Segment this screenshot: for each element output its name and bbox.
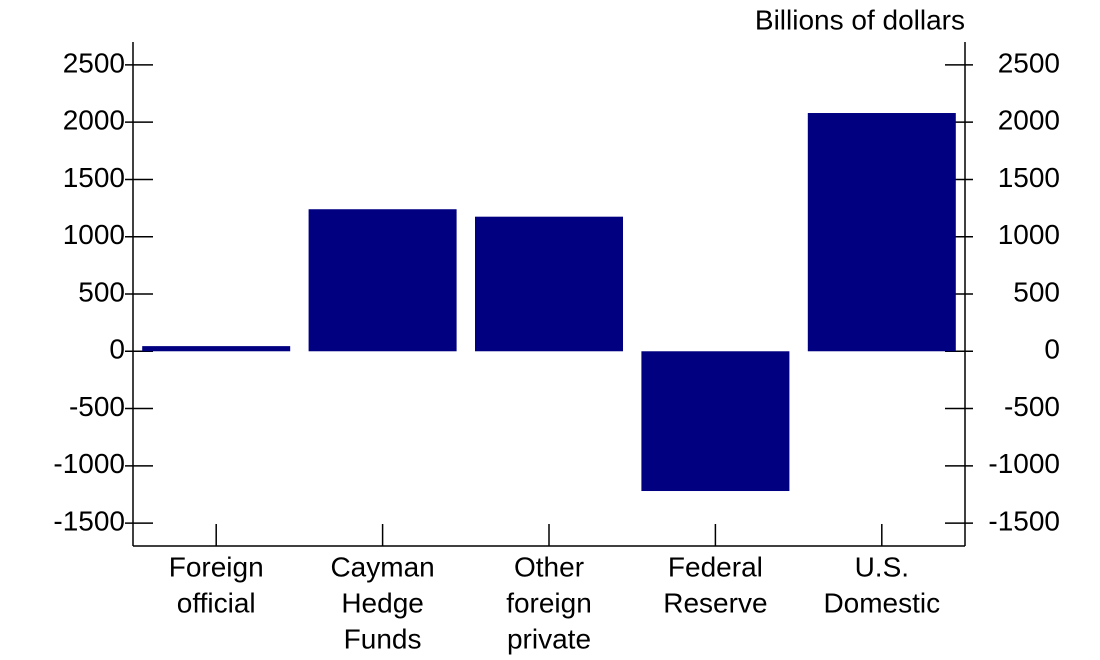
bar	[142, 346, 291, 352]
x-tick-label: Domestic	[823, 587, 940, 618]
x-tick-label: official	[177, 587, 256, 618]
y2-tick-label: 1500	[998, 162, 1060, 193]
x-tick-label: private	[507, 623, 591, 654]
y-tick-label: -1000	[53, 448, 125, 479]
y2-tick-label: 0	[1044, 334, 1060, 365]
bar	[475, 216, 623, 352]
bar	[641, 351, 790, 492]
y-tick-label: 0	[109, 334, 125, 365]
bar	[807, 113, 956, 352]
x-tick-label: Hedge	[341, 587, 424, 618]
y-tick-label: 1000	[63, 219, 125, 250]
y-tick-label: 2500	[63, 47, 125, 78]
y-tick-label: 2000	[63, 105, 125, 136]
y2-tick-label: 1000	[998, 219, 1060, 250]
x-tick-label: Cayman	[330, 551, 434, 582]
unit-label: Billions of dollars	[755, 4, 965, 35]
y2-tick-label: -500	[1004, 391, 1060, 422]
x-tick-label: Reserve	[663, 587, 767, 618]
y2-tick-label: -1500	[988, 505, 1060, 536]
x-tick-label: Funds	[344, 623, 422, 654]
y-tick-label: 500	[78, 276, 125, 307]
y-tick-label: -500	[69, 391, 125, 422]
y2-tick-label: 2000	[998, 105, 1060, 136]
x-tick-label: Foreign	[169, 551, 264, 582]
y2-tick-label: 2500	[998, 47, 1060, 78]
y-tick-label: 1500	[63, 162, 125, 193]
bar	[308, 209, 457, 352]
y2-tick-label: 500	[1013, 276, 1060, 307]
x-tick-label: Other	[514, 551, 584, 582]
x-tick-label: U.S.	[855, 551, 909, 582]
x-tick-label: Federal	[668, 551, 763, 582]
x-tick-label: foreign	[506, 587, 592, 618]
y2-tick-label: -1000	[988, 448, 1060, 479]
y-tick-label: -1500	[53, 505, 125, 536]
